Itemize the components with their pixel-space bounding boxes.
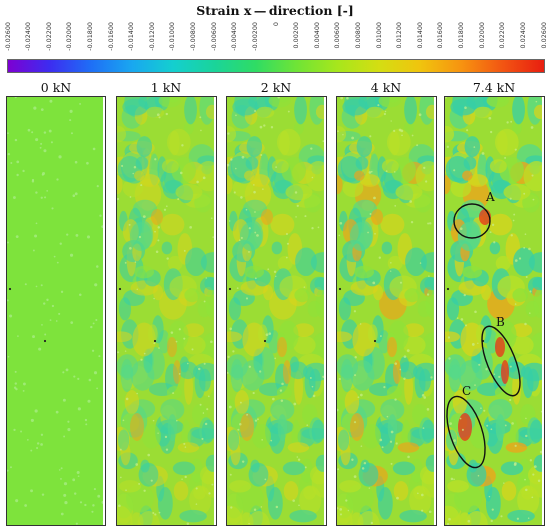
strain-field: [227, 97, 324, 525]
panel-label-7-4kn: 7.4 kN: [472, 80, 516, 95]
colorbar: [7, 59, 545, 73]
figure-title: Strain x — direction [-]: [196, 3, 354, 18]
zone-label-b: B: [496, 315, 505, 329]
strain-map-2kn: [226, 96, 327, 526]
zone-b-outline: [481, 325, 521, 397]
panel-label-2kn: 2 kN: [260, 80, 292, 95]
strain-field: [7, 97, 103, 525]
panel-label-0kn: 0 kN: [40, 80, 72, 95]
strain-map-4kn: [336, 96, 437, 526]
panel-label-4kn: 4 kN: [370, 80, 402, 95]
strain-field: [445, 97, 542, 525]
strain-map-1kn: [116, 96, 217, 526]
zone-label-a: A: [486, 190, 495, 204]
zone-a-outline: [453, 203, 491, 239]
panel-label-1kn: 1 kN: [150, 80, 182, 95]
zone-label-c: C: [462, 384, 472, 398]
strain-map-7-4kn: [444, 96, 545, 526]
zone-c-outline: [446, 395, 486, 469]
strain-map-0kn: [6, 96, 106, 526]
strain-field: [337, 97, 434, 525]
strain-field: [117, 97, 214, 525]
